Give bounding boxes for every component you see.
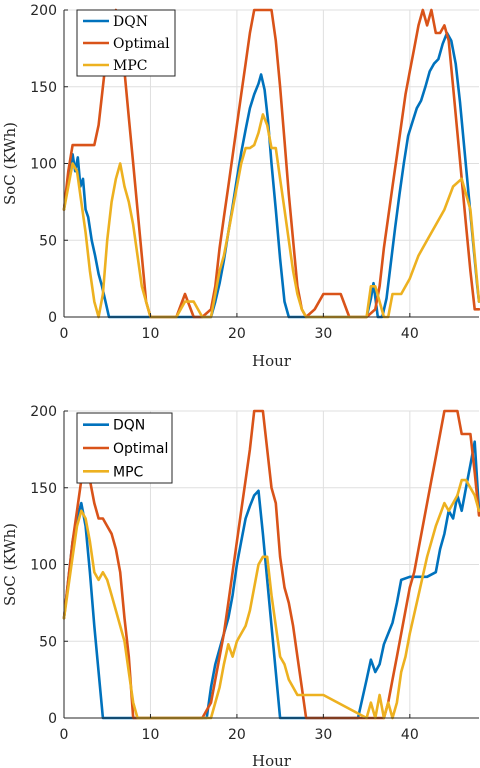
legend-label-optimal: Optimal — [113, 36, 170, 52]
y-tick-label: 100 — [30, 558, 57, 574]
y-tick-label: 150 — [30, 80, 57, 96]
x-tick-label: 0 — [60, 727, 69, 743]
y-tick-label: 150 — [30, 481, 57, 497]
x-tick-label: 20 — [228, 727, 246, 743]
legend-label-dqn: DQN — [113, 14, 148, 30]
legend-label-mpc: MPC — [113, 464, 144, 480]
series-line-optimal — [62, 409, 480, 720]
legend-label-mpc: MPC — [113, 58, 147, 74]
legend: DQN Optimal MPC — [76, 412, 173, 484]
y-tick-label: 200 — [30, 3, 57, 19]
x-tick-label: 30 — [314, 727, 332, 743]
chart-bottom: 0 10 20 30 40 0 50 100 150 200 Hour SoC (KWh) DQN Opt… — [1, 404, 480, 768]
x-axis-title: Hour — [252, 352, 292, 370]
x-tick-label: 0 — [60, 326, 69, 342]
x-tick-label: 20 — [228, 326, 246, 342]
x-axis-title: Hour — [252, 752, 292, 768]
legend-label-optimal: Optimal — [113, 441, 168, 457]
x-tick-label: 10 — [142, 727, 160, 743]
x-tick-label: 40 — [401, 727, 419, 743]
y-tick-label: 0 — [48, 711, 57, 727]
series-line-dqn — [62, 31, 480, 319]
series-line-mpc — [62, 478, 480, 720]
y-axis-title: SoC (KWh) — [1, 523, 19, 606]
y-axis-title: SoC (KWh) — [1, 122, 19, 205]
legend-label-dqn: DQN — [113, 418, 145, 434]
y-tick-label: 50 — [39, 634, 57, 650]
series-line-optimal — [62, 8, 480, 319]
y-tick-label: 50 — [39, 233, 57, 249]
x-tick-label: 10 — [142, 326, 160, 342]
y-tick-label: 0 — [48, 310, 57, 326]
x-tick-label: 40 — [401, 326, 419, 342]
x-tick-label: 30 — [314, 326, 332, 342]
y-tick-label: 100 — [30, 157, 57, 173]
legend: DQN Optimal MPC — [76, 9, 176, 77]
chart-top: 0 10 20 30 40 0 50 100 150 200 Hour SoC (KWh) DQN Opt… — [1, 3, 480, 370]
y-tick-label: 200 — [30, 404, 57, 420]
